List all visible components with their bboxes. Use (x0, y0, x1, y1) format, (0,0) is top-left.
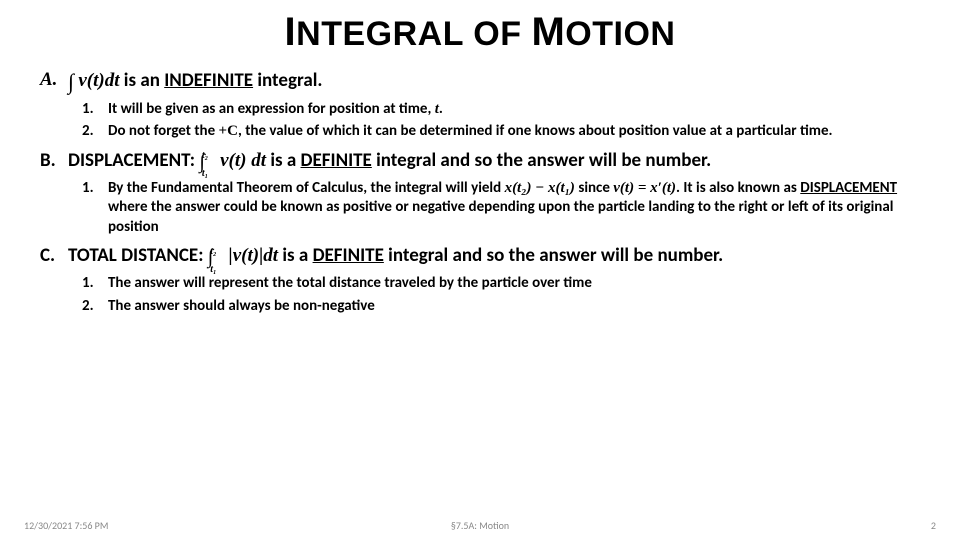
item-a-text: ∫ v(t)dt is an INDEFINITE integral. (68, 67, 928, 97)
item-b-formula: v(t) dt (220, 150, 266, 171)
sub-text: By the Fundamental Theorem of Calculus, … (108, 179, 928, 238)
sub-num: 1. (82, 274, 108, 294)
item-c-sublist: 1. The answer will represent the total d… (40, 274, 928, 316)
item-c-post: integral and so the answer will be numbe… (388, 244, 723, 267)
item-c-label: TOTAL DISTANCE: (68, 244, 203, 267)
slide-title: INTEGRAL OF MOTION (0, 0, 960, 61)
item-a-keyword: INDEFINITE (164, 69, 253, 92)
item-c: C. TOTAL DISTANCE: ∫t₂t₁ |v(t)|dt is a D… (40, 243, 928, 271)
item-c-formula: |v(t)|dt (229, 245, 279, 266)
item-c-letter: C. (40, 243, 68, 269)
sub-text: Do not forget the +C, the value of which… (108, 122, 928, 142)
item-c-text: TOTAL DISTANCE: ∫t₂t₁ |v(t)|dt is a DEFI… (68, 243, 928, 271)
sub-text: The answer should always be non-negative (108, 297, 928, 317)
item-a-letter: A. (40, 67, 68, 93)
content-area: A. ∫ v(t)dt is an INDEFINITE integral. 1… (0, 67, 960, 316)
sub-text: It will be given as an expression for po… (108, 100, 928, 120)
item-a-sub1: 1. It will be given as an expression for… (82, 100, 928, 120)
item-a: A. ∫ v(t)dt is an INDEFINITE integral. (40, 67, 928, 97)
footer: 12/30/2021 7:56 PM §7.5A: Motion 2 (0, 519, 960, 532)
sub-num: 1. (82, 100, 108, 120)
item-b-letter: B. (40, 148, 68, 174)
item-a-post: integral. (257, 69, 322, 92)
integral-symbol: ∫ (68, 69, 74, 94)
sub-num: 2. (82, 297, 108, 317)
item-b-mid: is a (270, 149, 300, 172)
slide: INTEGRAL OF MOTION A. ∫ v(t)dt is an IND… (0, 0, 960, 540)
item-b-label: DISPLACEMENT: (68, 149, 195, 172)
item-a-sub2: 2. Do not forget the +C, the value of wh… (82, 122, 928, 142)
sub-num: 1. (82, 179, 108, 199)
item-b-text: DISPLACEMENT: ∫t₂t₁ v(t) dt is a DEFINIT… (68, 148, 928, 176)
item-a-sublist: 1. It will be given as an expression for… (40, 100, 928, 142)
item-b-keyword: DEFINITE (301, 149, 372, 172)
sub-num: 2. (82, 122, 108, 142)
item-a-mid: is an (124, 69, 164, 92)
item-b-sublist: 1. By the Fundamental Theorem of Calculu… (40, 179, 928, 238)
item-c-keyword: DEFINITE (313, 244, 384, 267)
item-b-post: integral and so the answer will be numbe… (376, 149, 711, 172)
item-b-sub1: 1. By the Fundamental Theorem of Calculu… (82, 179, 928, 238)
footer-page-number: 2 (931, 519, 936, 532)
item-c-mid: is a (282, 244, 312, 267)
item-b: B. DISPLACEMENT: ∫t₂t₁ v(t) dt is a DEFI… (40, 148, 928, 176)
item-a-formula: v(t)dt (78, 70, 119, 91)
footer-section: §7.5A: Motion (451, 519, 509, 532)
footer-timestamp: 12/30/2021 7:56 PM (24, 519, 108, 532)
item-c-sub2: 2. The answer should always be non-negat… (82, 297, 928, 317)
sub-text: The answer will represent the total dist… (108, 274, 928, 294)
item-c-sub1: 1. The answer will represent the total d… (82, 274, 928, 294)
